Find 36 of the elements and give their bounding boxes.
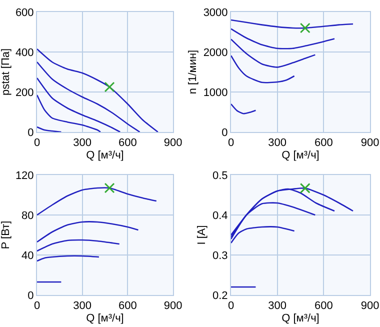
x-tick-label: 300 bbox=[268, 137, 287, 150]
x-tick-label: 600 bbox=[118, 137, 137, 150]
y-tick-label: 0.2 bbox=[212, 290, 228, 302]
y-axis-title: pstat [Па] bbox=[0, 48, 12, 96]
y-tick-label: 400 bbox=[15, 46, 34, 59]
y-tick-label: 0 bbox=[28, 126, 34, 139]
x-tick-label: 300 bbox=[73, 300, 92, 312]
x-tick-label: 300 bbox=[268, 300, 287, 312]
x-tick-label: 900 bbox=[360, 300, 380, 312]
x-tick-label: 600 bbox=[118, 300, 137, 312]
x-axis-title: Q [м³/ч] bbox=[86, 312, 124, 324]
x-axis-title: Q [м³/ч] bbox=[282, 149, 320, 162]
y-tick-label: 0 bbox=[28, 290, 34, 302]
y-tick-label: 2000 bbox=[203, 46, 228, 59]
x-tick-label: 900 bbox=[164, 300, 182, 312]
y-tick-label: 80 bbox=[22, 210, 34, 222]
x-tick-label: 900 bbox=[164, 137, 182, 150]
x-tick-label: 600 bbox=[314, 300, 333, 312]
x-tick-label: 900 bbox=[360, 137, 380, 150]
x-tick-label: 600 bbox=[314, 137, 333, 150]
y-tick-label: 200 bbox=[15, 86, 34, 99]
y-axis-title: P [Вт] bbox=[0, 220, 12, 250]
y-tick-label: 0.3 bbox=[212, 250, 228, 262]
x-tick-label: 300 bbox=[73, 137, 92, 150]
x-axis-title: Q [м³/ч] bbox=[282, 312, 320, 324]
y-tick-label: 40 bbox=[22, 250, 34, 262]
y-tick-label: 600 bbox=[15, 6, 34, 19]
y-tick-label: 1000 bbox=[203, 86, 228, 99]
y-axis-title: I [A] bbox=[196, 225, 208, 245]
x-axis-title: Q [м³/ч] bbox=[86, 149, 124, 162]
y-tick-label: 3000 bbox=[203, 6, 228, 19]
y-tick-label: 0 bbox=[222, 126, 228, 139]
y-axis-title: n [1/мин] bbox=[186, 50, 199, 94]
y-tick-label: 120 bbox=[15, 170, 34, 182]
y-tick-label: 0.4 bbox=[212, 210, 228, 222]
y-tick-label: 0.5 bbox=[212, 170, 228, 182]
